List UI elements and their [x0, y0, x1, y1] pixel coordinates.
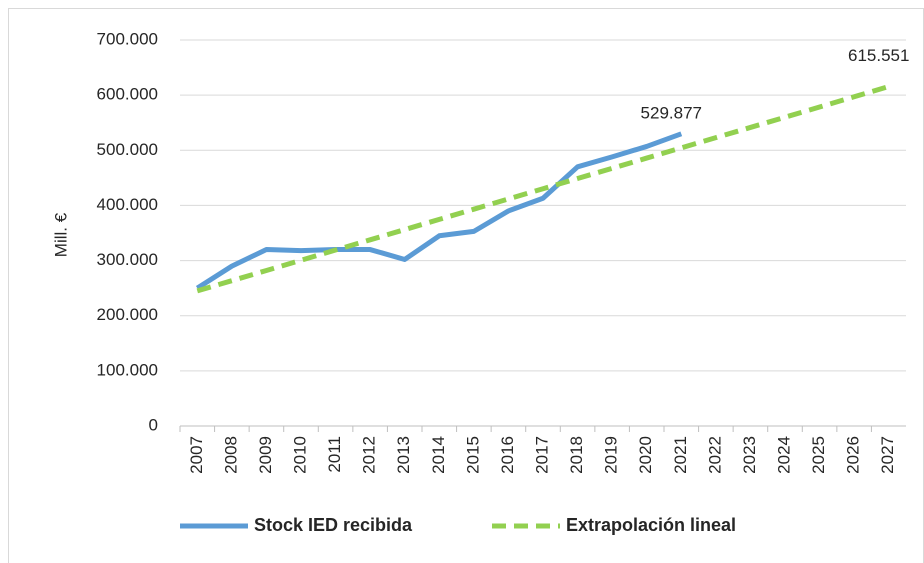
x-tick-label: 2007 [187, 436, 206, 474]
series-line [195, 131, 683, 291]
x-tick-label: 2020 [636, 436, 655, 474]
x-tick-label: 2024 [774, 436, 793, 474]
x-tick-label: 2016 [498, 436, 517, 474]
x-tick-label: 2021 [671, 436, 690, 474]
legend-label: Extrapolación lineal [566, 515, 736, 535]
x-tick-label: 2012 [360, 436, 379, 474]
y-tick-label: 500.000 [97, 140, 158, 159]
x-tick-label: 2026 [844, 436, 863, 474]
y-tick-label: 200.000 [97, 305, 158, 324]
data-label: 529.877 [641, 103, 702, 122]
x-tick-label: 2014 [429, 436, 448, 474]
y-tick-label: 700.000 [97, 29, 158, 48]
y-tick-label: 100.000 [97, 360, 158, 379]
y-tick-label: 300.000 [97, 250, 158, 269]
x-tick-label: 2018 [567, 436, 586, 474]
x-tick-label: 2025 [809, 436, 828, 474]
x-tick-label: 2010 [290, 436, 309, 474]
x-tick-label: 2009 [256, 436, 275, 474]
y-tick-label: 0 [149, 415, 158, 434]
x-tick-label: 2015 [463, 436, 482, 474]
x-tick-label: 2023 [740, 436, 759, 474]
x-tick-label: 2013 [394, 436, 413, 474]
y-tick-label: 600.000 [97, 85, 158, 104]
y-tick-label: 400.000 [97, 195, 158, 214]
x-tick-label: 2019 [602, 436, 621, 474]
data-label: 615.551 [848, 46, 909, 65]
x-tick-label: 2008 [221, 436, 240, 474]
y-axis-title: Mill. € [51, 212, 70, 257]
x-tick-label: 2027 [878, 436, 897, 474]
legend-label: Stock IED recibida [254, 515, 413, 535]
series-line [196, 84, 890, 294]
x-tick-label: 2017 [532, 436, 551, 474]
x-tick-label: 2011 [325, 436, 344, 473]
x-tick-label: 2022 [705, 436, 724, 474]
